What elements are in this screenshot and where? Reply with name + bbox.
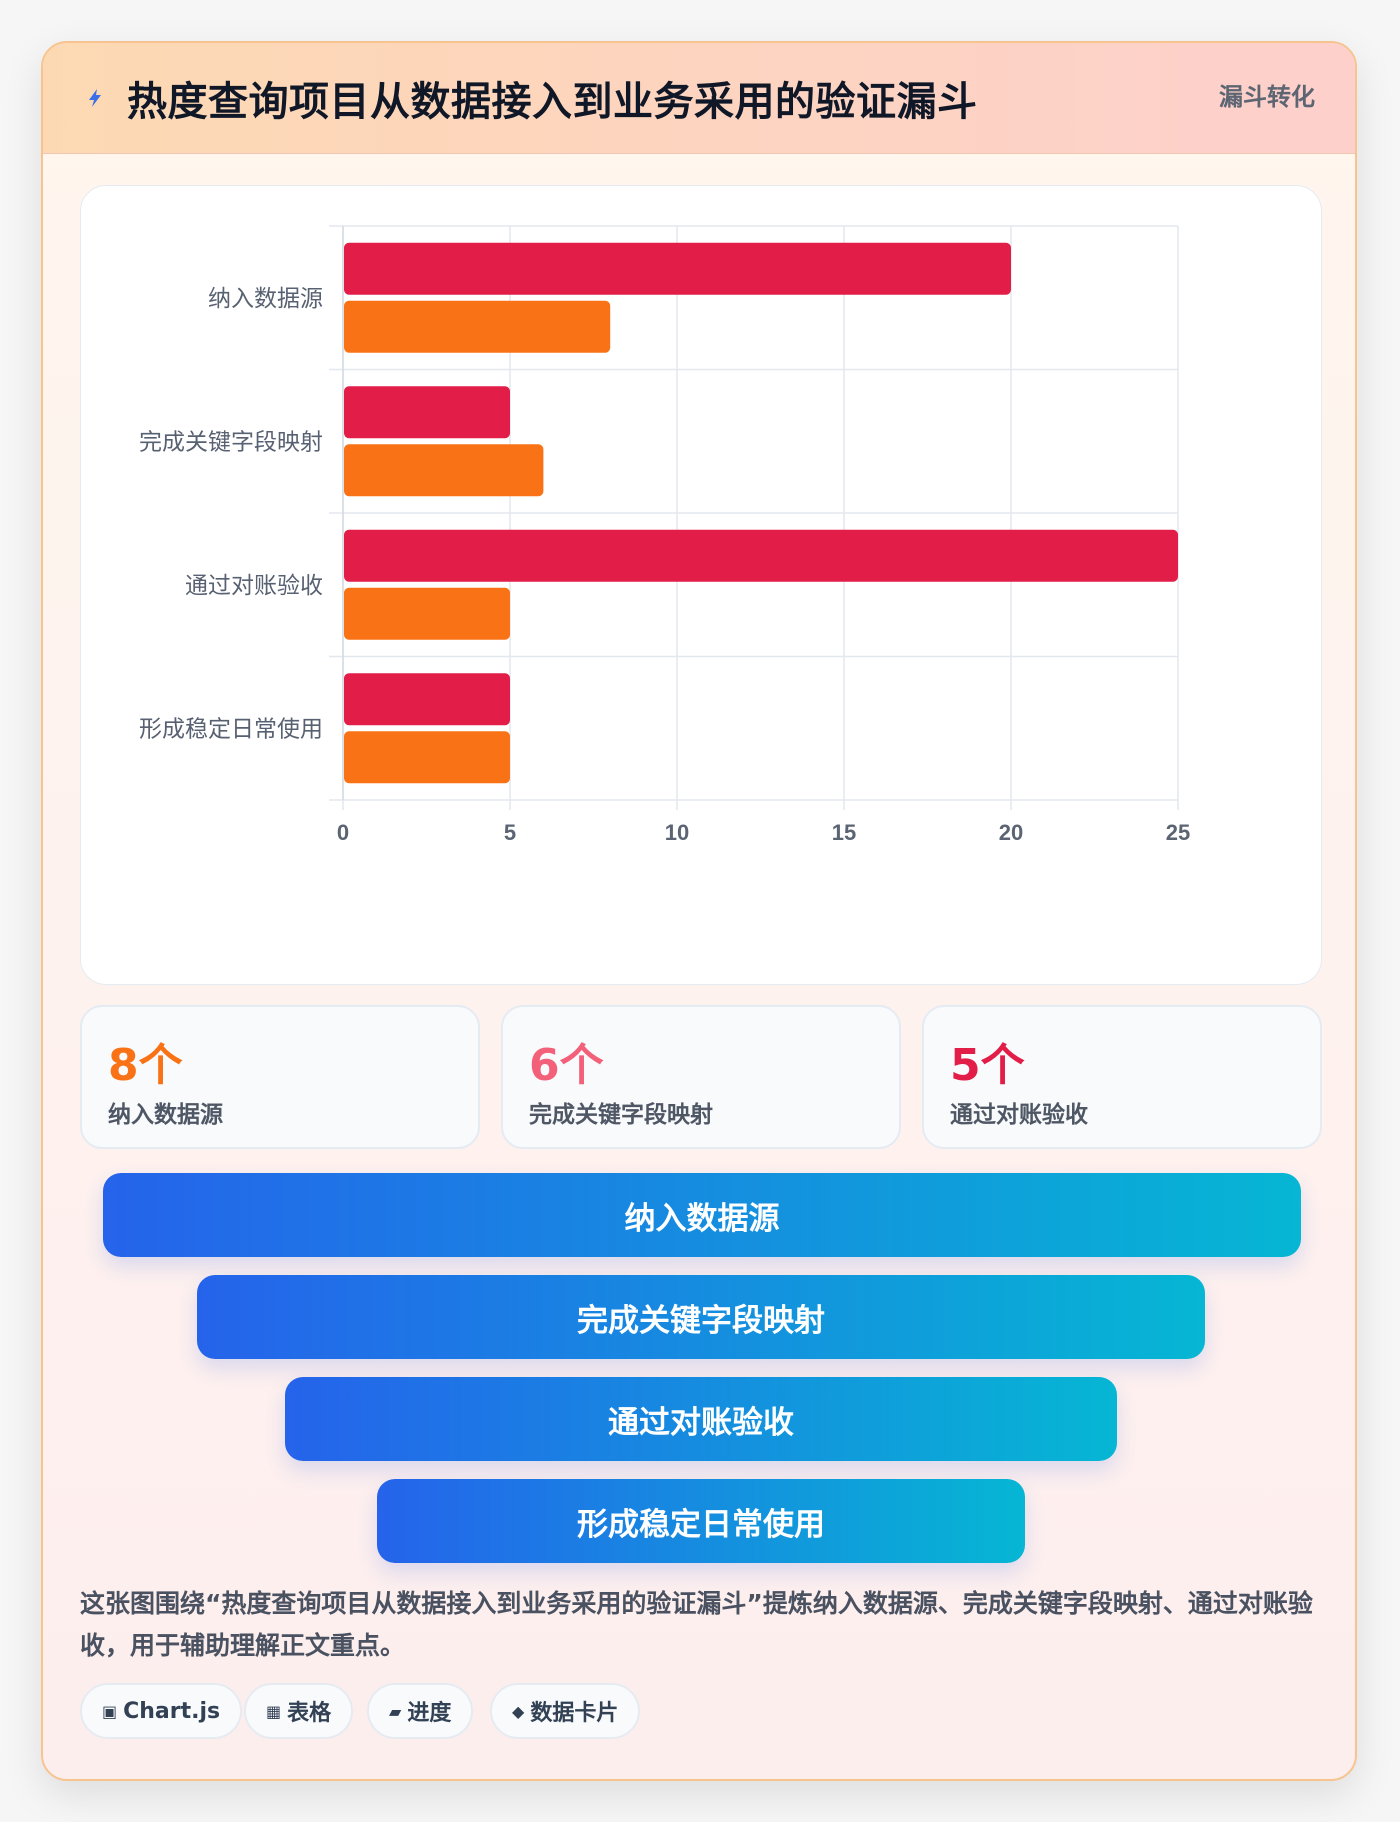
y-category-label: 纳入数据源 (208, 286, 323, 312)
stat-value: 6个 (529, 1040, 604, 1091)
bar (344, 242, 1011, 295)
chip-label: 表格 (287, 1701, 332, 1726)
stat-label: 完成关键字段映射 (529, 1102, 713, 1128)
bar (344, 386, 510, 439)
chip-label: 数据卡片 (530, 1701, 619, 1726)
chart-card: 热度查询项目从数据接入到业务采用的验证漏斗 漏斗转化 0 5 10 15 20 25 纳入数… (41, 41, 1357, 1781)
table-icon: ▦ (266, 1701, 282, 1721)
y-category-label: 通过对账验收 (185, 573, 323, 599)
x-tick-label: 15 (832, 820, 856, 845)
bar (344, 587, 510, 640)
chip-label: Chart.js (123, 1698, 221, 1724)
funnel-step: 纳入数据源 (103, 1173, 1301, 1257)
x-tick-label: 10 (665, 820, 689, 845)
stat-label: 通过对账验收 (950, 1102, 1088, 1128)
chip-data-card[interactable]: ◆ 数据卡片 (490, 1683, 641, 1739)
chip-chartjs[interactable]: ▣ Chart.js (80, 1683, 243, 1739)
chart-description: 这张图围绕“热度查询项目从数据接入到业务采用的验证漏斗”提炼纳入数据源、完成关键… (80, 1589, 1313, 1660)
funnel-step: 完成关键字段映射 (197, 1275, 1205, 1359)
y-category-label: 完成关键字段映射 (139, 429, 323, 455)
y-category-label: 形成稳定日常使用 (139, 716, 323, 742)
bar (344, 529, 1178, 582)
diamond-icon: ◆ (512, 1701, 525, 1721)
x-tick-label: 25 (1166, 820, 1190, 845)
funnel-step: 通过对账验收 (285, 1377, 1117, 1461)
stat-card: 5个 通过对账验收 (922, 1005, 1322, 1149)
funnel-step: 形成稳定日常使用 (377, 1479, 1025, 1563)
stat-value: 8个 (108, 1040, 183, 1091)
header-badge: 漏斗转化 (1219, 83, 1315, 111)
stat-card: 8个 纳入数据源 (80, 1005, 480, 1149)
bar (344, 444, 544, 497)
stat-label: 纳入数据源 (108, 1102, 223, 1128)
bar (344, 731, 510, 784)
stat-cards: 8个 纳入数据源 6个 完成关键字段映射 5个 通过对账验收 (80, 1005, 1322, 1149)
chip-label: 进度 (407, 1701, 452, 1726)
card-header: 热度查询项目从数据接入到业务采用的验证漏斗 漏斗转化 (43, 43, 1355, 154)
bar (344, 673, 510, 726)
x-tick-label: 0 (337, 820, 349, 845)
chart-icon: ▣ (102, 1701, 118, 1721)
lightning-icon (89, 89, 101, 107)
progress-icon: ▰ (389, 1701, 402, 1721)
page-title: 热度查询项目从数据接入到业务采用的验证漏斗 (127, 79, 978, 125)
chart-panel: 0 5 10 15 20 25 纳入数据源完成关键字段映射通过对账验收形成稳定日常使用 (80, 185, 1322, 985)
stat-card: 6个 完成关键字段映射 (501, 1005, 901, 1149)
x-tick-label: 5 (504, 820, 516, 845)
x-tick-label: 20 (999, 820, 1023, 845)
bar (344, 300, 611, 353)
chip-table[interactable]: ▦ 表格 (244, 1683, 354, 1739)
chip-progress[interactable]: ▰ 进度 (367, 1683, 474, 1739)
stat-value: 5个 (950, 1040, 1025, 1091)
